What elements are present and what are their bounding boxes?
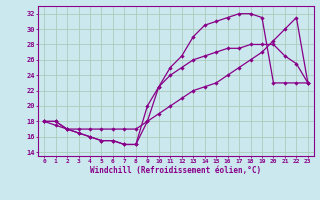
X-axis label: Windchill (Refroidissement éolien,°C): Windchill (Refroidissement éolien,°C) [91, 166, 261, 175]
